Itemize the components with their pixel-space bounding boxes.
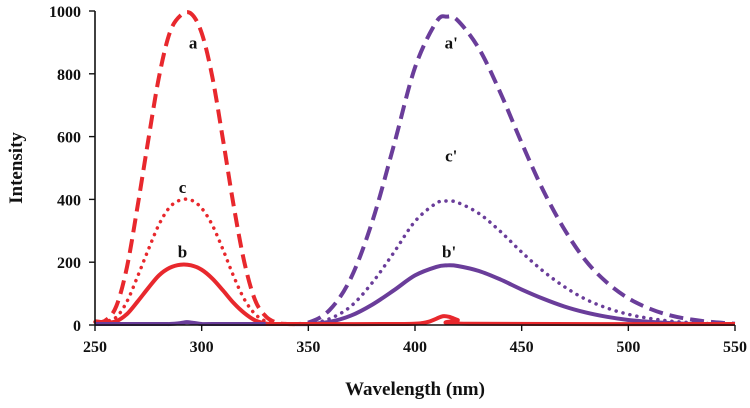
x-tick-label: 450: [510, 339, 534, 356]
series-line-c: [93, 197, 289, 326]
curve-labels-layer: a c b a' c' b': [178, 34, 458, 262]
y-tick-label: 1000: [49, 4, 81, 21]
series-line-purple-baseline: [95, 320, 287, 327]
series-line-c-prime: [285, 199, 737, 326]
series-line-red-baseline: [265, 314, 736, 327]
curve-label-c-prime: c': [445, 147, 457, 166]
x-axis-title: Wavelength (nm): [345, 379, 485, 400]
y-tick-label: 400: [57, 192, 81, 209]
curve-label-a-prime: a': [445, 34, 458, 53]
series-line-a: [94, 10, 309, 327]
x-tick-label: 550: [723, 339, 747, 356]
x-tick-label: 300: [190, 339, 214, 356]
ticks-layer: 250 300 350 400 450 500 550 0 200 400 600 800 1000: [49, 4, 747, 356]
series-line-a-prime: [286, 14, 736, 327]
x-tick-label: 400: [403, 339, 427, 356]
y-tick-label: 200: [57, 255, 81, 272]
y-tick-label: 800: [57, 67, 81, 84]
x-tick-label: 350: [296, 339, 320, 356]
x-tick-label: 500: [616, 339, 640, 356]
y-tick-label: 600: [57, 130, 81, 147]
axes-layer: [94, 11, 735, 326]
x-tick-label: 250: [83, 339, 107, 356]
curve-label-a: a: [189, 34, 198, 53]
curve-label-b: b: [178, 242, 187, 261]
curve-label-b-prime: b': [442, 242, 456, 261]
y-tick-label: 0: [73, 318, 81, 335]
curves-layer: [93, 10, 737, 327]
series-line-b: [94, 262, 277, 326]
curve-label-c: c: [179, 178, 187, 197]
y-axis-title: Intensity: [6, 132, 27, 204]
